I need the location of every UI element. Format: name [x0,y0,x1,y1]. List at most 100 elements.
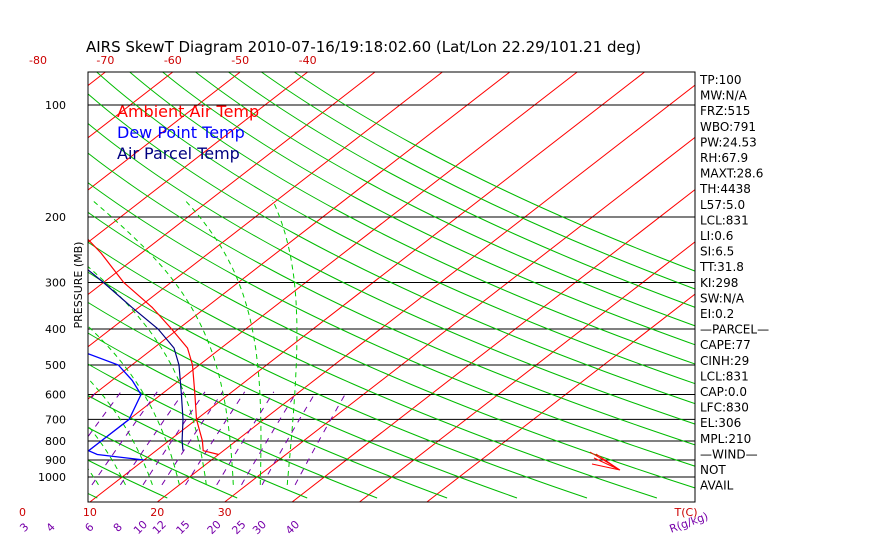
mixing-ratio-tick-label: 4 [44,520,58,534]
y-axis-label: PRESSURE (MB) [72,242,85,329]
mixing-ratio-line [142,391,206,486]
index-label: LI:0.6 [700,229,733,243]
mixing-ratio-line [161,391,224,486]
mixing-ratio-tick-label: 6 [82,520,96,534]
mixing-ratio-tick-label: 20 [205,518,224,537]
dry-adiabat-line [129,72,695,365]
dry-adiabat-line [88,301,518,499]
dry-adiabat-line [88,363,378,499]
index-label: SI:6.5 [700,245,734,259]
index-label: MW:N/A [700,89,748,103]
index-label: TH:4438 [699,182,751,196]
mixing-ratio-tick-label: 40 [283,518,302,537]
index-label: NOT [700,463,726,477]
pressure-tick-label: 800 [45,435,66,448]
mixing-ratio-tick-label: 25 [229,518,248,537]
dry-adiabat-line [88,241,658,499]
bottom-temp-tick-label: 30 [218,506,232,519]
moist-adiabat-line [88,424,126,486]
pressure-tick-label: 200 [45,211,66,224]
index-label: —PARCEL— [700,323,769,337]
top-temp-tick-label: -70 [96,54,114,67]
mixing-ratio-tick-label: 30 [250,518,269,537]
dry-adiabat-line [0,72,27,498]
isotherm-line [426,293,695,502]
pressure-tick-label: 700 [45,413,66,426]
moist-adiabat-line [91,199,234,485]
bottom-temp-tick-label: 0 [19,506,26,519]
chart-title: AIRS SkewT Diagram 2010-07-16/19:18:02.6… [86,38,641,56]
isotherm-line [88,72,443,348]
pressure-tick-label: 300 [45,276,66,289]
dry-adiabat-line [96,72,695,385]
top-temp-tick-label: -50 [231,54,249,67]
moist-adiabat-line [184,199,262,485]
dry-adiabat-line [195,72,695,327]
bottom-temp-tick-label: 20 [150,506,164,519]
index-label: LCL:831 [700,213,749,227]
legend-dewpoint: Dew Point Temp [117,123,245,142]
moist-adiabat-line [0,200,45,485]
legend-ambient: Ambient Air Temp [117,102,259,121]
mixing-ratio-line [119,391,185,486]
mixing-ratio-tick-label: 15 [174,518,193,537]
mixing-ratio-line [261,391,317,486]
index-label: PW:24.53 [700,135,757,149]
isotherm-line [88,72,511,400]
mixing-ratio-line [185,391,246,486]
dry-adiabat-line [88,332,448,499]
dry-adiabat-line [88,152,695,446]
x-axis-unit-label: T(C) [674,506,698,519]
isotherm-line [88,72,308,243]
index-label: RH:67.9 [700,151,748,165]
dry-adiabat-line [294,72,695,272]
dry-adiabat-line [88,122,695,425]
pressure-tick-label: 900 [45,454,66,467]
moist-adiabat-line [88,265,207,485]
index-label: WBO:791 [700,120,756,134]
pressure-tick-label: 1000 [38,471,66,484]
mixing-ratio-line [0,392,8,485]
top-temp-tick-label: -80 [29,54,47,67]
wind-profile-line [589,451,621,471]
mixing-ratio-tick-label: 8 [111,520,125,534]
index-label: LCL:831 [700,369,749,383]
index-label: KI:298 [700,276,738,290]
isotherm-line [291,189,695,502]
pressure-tick-label: 100 [45,99,66,112]
mixing-ratio-line [91,391,158,486]
dewpoint-temp-line [88,352,145,461]
index-label: TP:100 [699,73,742,87]
bottom-temp-tick-label: 10 [83,506,97,519]
index-label: —WIND— [700,447,758,461]
mixing-ratio-tick-label: 3 [17,520,31,534]
index-label: FRZ:515 [700,104,750,118]
index-label: SW:N/A [700,291,745,305]
mixing-ratio-tick-label: 12 [150,518,169,537]
isotherm-line [88,72,376,296]
dry-adiabat-line [228,72,695,308]
dry-adiabat-line [88,93,695,405]
dry-adiabat-line [261,72,695,290]
isotherm-line [88,72,241,191]
index-label: L57:5.0 [700,198,745,212]
dry-adiabat-line [88,182,695,467]
index-label: CINH:29 [700,354,749,368]
pressure-tick-label: 500 [45,359,66,372]
index-label: EI:0.2 [700,307,734,321]
legend-parcel: Air Parcel Temp [117,144,240,163]
mixing-ratio-line [294,391,348,486]
parcel-temp-line [88,269,184,451]
index-label: MAXT:28.6 [700,167,763,181]
dry-adiabat-line [88,394,308,499]
moist-adiabat-line [0,200,18,485]
index-label: EL:306 [700,416,741,430]
dry-adiabat-line [162,72,695,346]
pressure-tick-label: 400 [45,323,66,336]
isotherm-line [224,136,695,502]
dry-adiabat-line [88,211,695,489]
isotherm-line [359,241,695,502]
pressure-tick-label: 600 [45,388,66,401]
index-label: AVAIL [700,479,734,493]
